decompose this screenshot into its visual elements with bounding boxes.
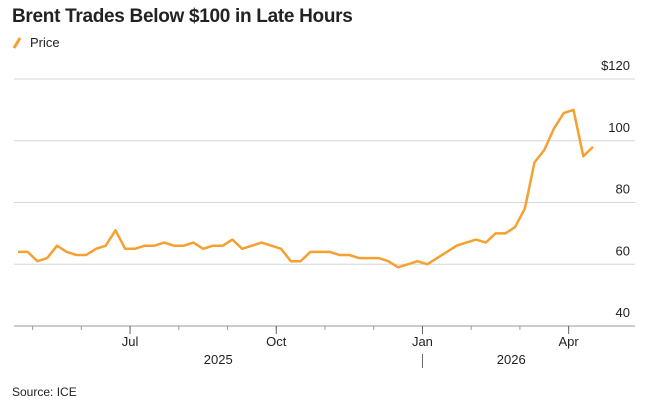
source: Source: ICE bbox=[12, 385, 77, 399]
y-tick-label: 80 bbox=[616, 182, 630, 197]
x-tick-label: Apr bbox=[559, 334, 580, 349]
chart-title: Brent Trades Below $100 in Late Hours bbox=[12, 6, 353, 27]
year-label: 2025 bbox=[204, 352, 233, 367]
price-line bbox=[18, 108, 594, 269]
y-tick-label: 100 bbox=[608, 120, 630, 135]
y-tick-label: 60 bbox=[616, 243, 630, 258]
x-tick-label: Jul bbox=[122, 334, 139, 349]
legend-swatch bbox=[12, 37, 22, 49]
y-tick-label: 40 bbox=[616, 305, 630, 320]
y-tick-label: $120 bbox=[601, 58, 630, 73]
legend-label: Price bbox=[30, 35, 60, 50]
x-tick-label: Jan bbox=[412, 334, 433, 349]
year-label: 2026 bbox=[497, 352, 526, 367]
x-tick-label: Oct bbox=[266, 334, 287, 349]
